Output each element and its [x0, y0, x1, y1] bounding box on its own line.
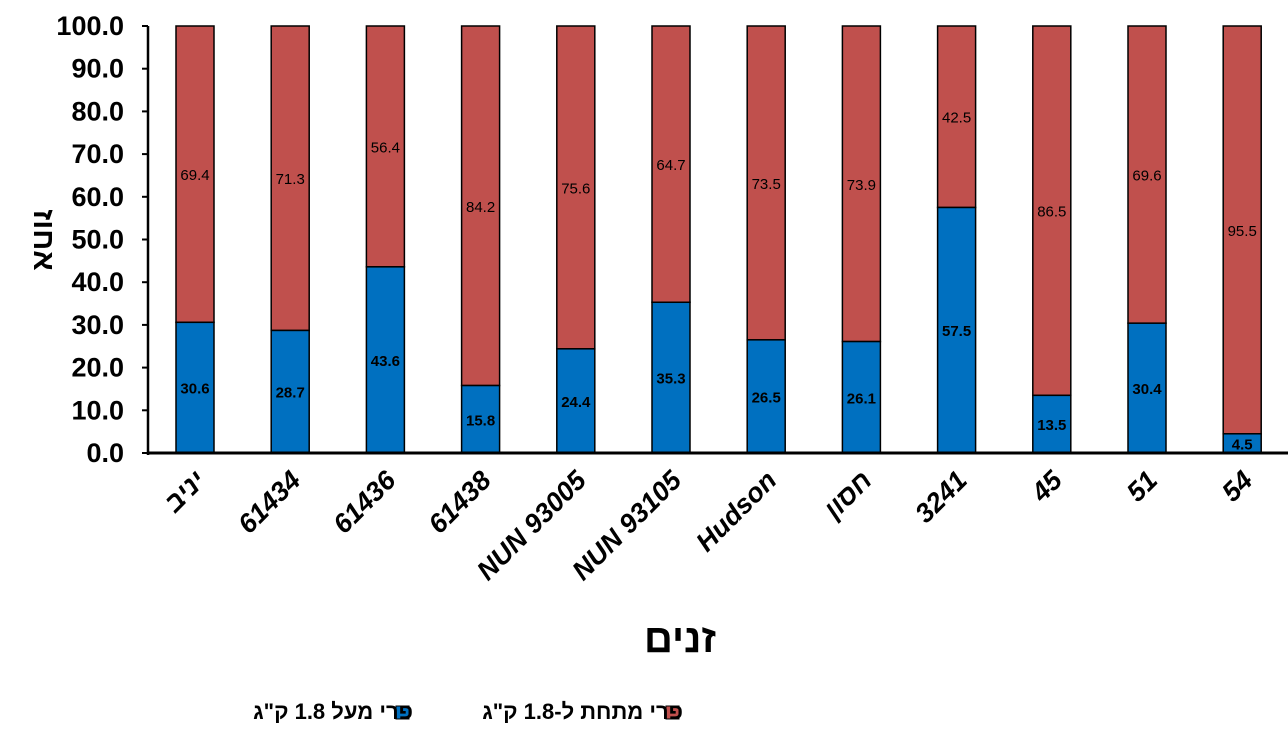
y-tick-label: 10.0 — [71, 395, 124, 425]
data-label-below-1.8kg: 64.7 — [656, 157, 685, 174]
bar-above-1.8kg — [556, 348, 596, 454]
x-tick-label: 61436 — [327, 464, 402, 539]
bar-above-1.8kg — [270, 329, 310, 454]
bar-below-1.8kg — [175, 25, 215, 324]
data-label-above-1.8kg: 4.5 — [1232, 436, 1253, 453]
x-tick-label: 45 — [1025, 464, 1069, 508]
bar-below-1.8kg — [1127, 25, 1167, 324]
legend-label-above: פרי מעל 1.8 ק"ג — [253, 699, 413, 724]
legend-swatch-below — [665, 705, 680, 720]
y-tick-label: 80.0 — [71, 96, 124, 126]
data-label-above-1.8kg: 26.1 — [847, 390, 876, 407]
data-label-above-1.8kg: 24.4 — [561, 394, 591, 411]
x-axis-title: זנים — [644, 617, 716, 661]
data-label-below-1.8kg: 73.9 — [847, 177, 876, 194]
bar-below-1.8kg — [1222, 25, 1262, 435]
x-tick-label: Hudson — [690, 465, 782, 557]
y-tick-label: 30.0 — [71, 310, 124, 340]
bars-group: 30.6 69.4 28.7 71.3 43.6 56.4 15.8 84.2 24.4 75.6… — [175, 25, 1262, 454]
data-label-above-1.8kg: 43.6 — [371, 353, 400, 370]
data-label-above-1.8kg: 35.3 — [656, 371, 685, 388]
bar-below-1.8kg — [936, 25, 977, 209]
x-tick-label: 54 — [1216, 465, 1258, 507]
legend-swatch-above — [395, 705, 410, 720]
data-label-below-1.8kg: 71.3 — [276, 171, 305, 188]
y-tick-label: 20.0 — [71, 353, 124, 383]
x-tick-label: 51 — [1121, 465, 1163, 507]
y-tick-label: 100.0 — [56, 11, 124, 41]
y-axis-title: אחוז — [27, 209, 60, 270]
y-tick-label: 40.0 — [71, 267, 124, 297]
data-label-above-1.8kg: 57.5 — [942, 323, 971, 340]
y-tick-label: 0.0 — [86, 438, 124, 468]
data-label-below-1.8kg: 86.5 — [1037, 204, 1066, 221]
bar-above-1.8kg — [651, 301, 691, 454]
bar-above-1.8kg — [936, 206, 977, 454]
bar-below-1.8kg — [651, 25, 691, 304]
data-label-above-1.8kg: 15.8 — [466, 412, 495, 429]
data-label-above-1.8kg: 13.5 — [1037, 417, 1066, 434]
data-label-above-1.8kg: 28.7 — [276, 385, 305, 402]
y-tick-label: 70.0 — [71, 139, 124, 169]
data-label-above-1.8kg: 30.4 — [1132, 381, 1162, 398]
bar-above-1.8kg — [841, 340, 882, 454]
data-label-below-1.8kg: 56.4 — [371, 139, 400, 156]
data-label-below-1.8kg: 69.6 — [1132, 168, 1161, 185]
x-tick-label: חסון — [817, 465, 877, 525]
y-tick-label: 90.0 — [71, 54, 124, 84]
data-label-below-1.8kg: 84.2 — [466, 199, 495, 216]
bar-below-1.8kg — [1032, 25, 1072, 397]
bar-above-1.8kg — [1032, 394, 1072, 454]
y-tick-label: 50.0 — [71, 225, 124, 255]
y-axis: 0.0 10.0 20.0 30.0 40.0 50.0 60.0 70.0 80.0 90.0 1… — [56, 11, 150, 468]
data-label-above-1.8kg: 30.6 — [180, 381, 209, 398]
bar-above-1.8kg — [175, 321, 215, 454]
x-tick-label: 61434 — [232, 465, 306, 539]
y-tick-label: 60.0 — [71, 182, 124, 212]
x-tick-label: יניב — [158, 465, 212, 519]
legend-label-below: פרי מתחת ל-1.8 ק"ג — [482, 699, 683, 724]
data-label-below-1.8kg: 73.5 — [752, 176, 781, 193]
data-label-below-1.8kg: 42.5 — [942, 110, 971, 127]
data-label-below-1.8kg: 95.5 — [1228, 223, 1257, 240]
bar-above-1.8kg — [365, 266, 406, 454]
x-tick-label: 61438 — [423, 465, 497, 539]
x-tick-label: 3241 — [909, 465, 973, 529]
bar-above-1.8kg — [460, 384, 501, 454]
bar-above-1.8kg — [1127, 322, 1167, 454]
bar-above-1.8kg — [746, 339, 786, 454]
legend: פרי מעל 1.8 ק"ג פרי מתחת ל-1.8 ק"ג — [253, 699, 683, 724]
data-label-above-1.8kg: 26.5 — [752, 389, 781, 406]
data-label-below-1.8kg: 69.4 — [180, 167, 209, 184]
data-label-below-1.8kg: 75.6 — [561, 180, 590, 197]
